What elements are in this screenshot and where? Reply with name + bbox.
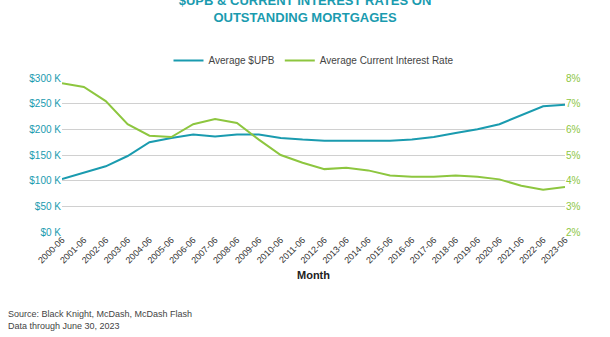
svg-text:2%: 2% xyxy=(566,227,581,238)
svg-text:$150 K: $150 K xyxy=(29,150,61,161)
svg-text:2009-06: 2009-06 xyxy=(233,235,263,265)
svg-text:5%: 5% xyxy=(566,150,581,161)
svg-text:2001-06: 2001-06 xyxy=(58,235,88,265)
svg-text:$50 K: $50 K xyxy=(35,201,61,212)
svg-text:Average $UPB: Average $UPB xyxy=(209,55,275,66)
svg-text:Month: Month xyxy=(297,269,330,281)
svg-text:2014-06: 2014-06 xyxy=(342,235,372,265)
svg-text:6%: 6% xyxy=(566,124,581,135)
svg-text:2020-06: 2020-06 xyxy=(474,235,504,265)
svg-text:2003-06: 2003-06 xyxy=(102,235,132,265)
svg-text:$200 K: $200 K xyxy=(29,124,61,135)
svg-text:2023-06: 2023-06 xyxy=(539,235,569,265)
svg-text:4%: 4% xyxy=(566,175,581,186)
svg-text:2002-06: 2002-06 xyxy=(80,235,110,265)
svg-text:Average Current Interest Rate: Average Current Interest Rate xyxy=(320,55,454,66)
svg-text:2004-06: 2004-06 xyxy=(124,235,154,265)
svg-text:2021-06: 2021-06 xyxy=(495,235,525,265)
svg-text:2022-06: 2022-06 xyxy=(517,235,547,265)
svg-text:$UPB & CURRENT INTEREST RATES: $UPB & CURRENT INTEREST RATES ONOUTSTAND… xyxy=(179,0,432,25)
svg-text:2011-06: 2011-06 xyxy=(277,235,307,265)
svg-text:$250 K: $250 K xyxy=(29,98,61,109)
svg-text:8%: 8% xyxy=(566,73,581,84)
svg-text:2012-06: 2012-06 xyxy=(299,235,329,265)
svg-text:2017-06: 2017-06 xyxy=(408,235,438,265)
svg-text:Source: Black Knight, McDash,: Source: Black Knight, McDash, McDash Fla… xyxy=(8,309,192,331)
svg-text:3%: 3% xyxy=(566,201,581,212)
svg-text:2005-06: 2005-06 xyxy=(146,235,176,265)
svg-text:7%: 7% xyxy=(566,98,581,109)
svg-text:2010-06: 2010-06 xyxy=(255,235,285,265)
svg-text:$300 K: $300 K xyxy=(29,73,61,84)
svg-text:$100 K: $100 K xyxy=(29,175,61,186)
svg-text:2006-06: 2006-06 xyxy=(167,235,197,265)
svg-text:2015-06: 2015-06 xyxy=(364,235,394,265)
svg-text:2019-06: 2019-06 xyxy=(452,235,482,265)
svg-text:$0 K: $0 K xyxy=(40,227,61,238)
svg-text:2007-06: 2007-06 xyxy=(189,235,219,265)
svg-text:2018-06: 2018-06 xyxy=(430,235,460,265)
svg-text:2013-06: 2013-06 xyxy=(320,235,350,265)
svg-text:2000-06: 2000-06 xyxy=(36,235,66,265)
svg-text:2008-06: 2008-06 xyxy=(211,235,241,265)
svg-text:2016-06: 2016-06 xyxy=(386,235,416,265)
